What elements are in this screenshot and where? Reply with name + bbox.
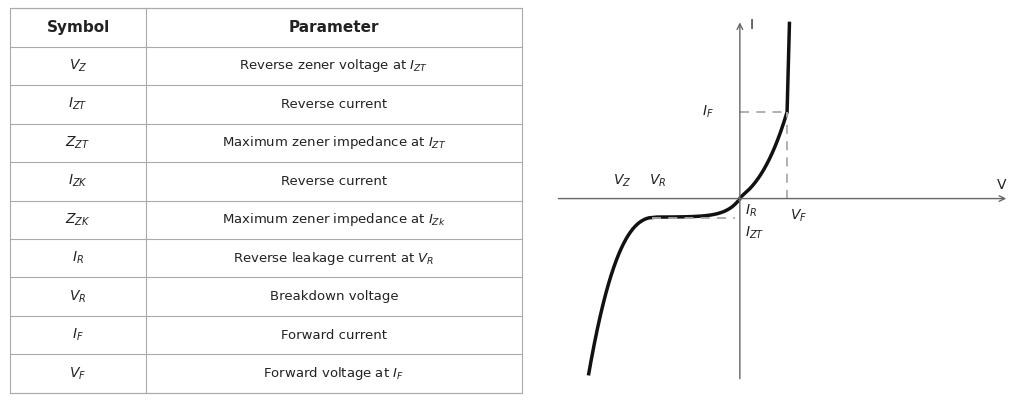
Text: I: I bbox=[750, 18, 754, 32]
Text: Breakdown voltage: Breakdown voltage bbox=[269, 290, 398, 303]
Text: Parameter: Parameter bbox=[289, 20, 379, 35]
Text: $Z_{ZT}$: $Z_{ZT}$ bbox=[66, 135, 90, 151]
Text: Forward voltage at $I_F$: Forward voltage at $I_F$ bbox=[263, 365, 404, 382]
Text: Reverse zener voltage at $I_{ZT}$: Reverse zener voltage at $I_{ZT}$ bbox=[240, 57, 428, 74]
Text: V: V bbox=[997, 178, 1007, 192]
Text: $I_R$: $I_R$ bbox=[744, 203, 757, 219]
Text: Forward current: Forward current bbox=[281, 329, 387, 342]
Text: $V_F$: $V_F$ bbox=[70, 366, 87, 382]
Text: $V_Z$: $V_Z$ bbox=[69, 58, 87, 74]
Text: Reverse current: Reverse current bbox=[281, 98, 387, 111]
Text: $V_R$: $V_R$ bbox=[648, 173, 666, 189]
Text: $I_{ZT}$: $I_{ZT}$ bbox=[69, 96, 88, 112]
Text: $I_{ZT}$: $I_{ZT}$ bbox=[744, 225, 764, 241]
Text: $V_R$: $V_R$ bbox=[70, 289, 87, 305]
Text: Symbol: Symbol bbox=[46, 20, 110, 35]
Text: $I_F$: $I_F$ bbox=[702, 104, 714, 120]
Text: Maximum zener impedance at $I_{Zk}$: Maximum zener impedance at $I_{Zk}$ bbox=[222, 211, 445, 228]
Text: Maximum zener impedance at $I_{ZT}$: Maximum zener impedance at $I_{ZT}$ bbox=[221, 134, 446, 151]
Text: $I_{ZK}$: $I_{ZK}$ bbox=[69, 173, 88, 189]
Text: $I_F$: $I_F$ bbox=[72, 327, 84, 343]
Text: $V_Z$: $V_Z$ bbox=[612, 173, 631, 189]
Text: $Z_{ZK}$: $Z_{ZK}$ bbox=[66, 212, 91, 228]
Text: Reverse leakage current at $V_R$: Reverse leakage current at $V_R$ bbox=[233, 250, 434, 267]
Text: $V_F$: $V_F$ bbox=[791, 208, 808, 224]
Text: Reverse current: Reverse current bbox=[281, 175, 387, 188]
Text: $I_R$: $I_R$ bbox=[72, 250, 84, 266]
